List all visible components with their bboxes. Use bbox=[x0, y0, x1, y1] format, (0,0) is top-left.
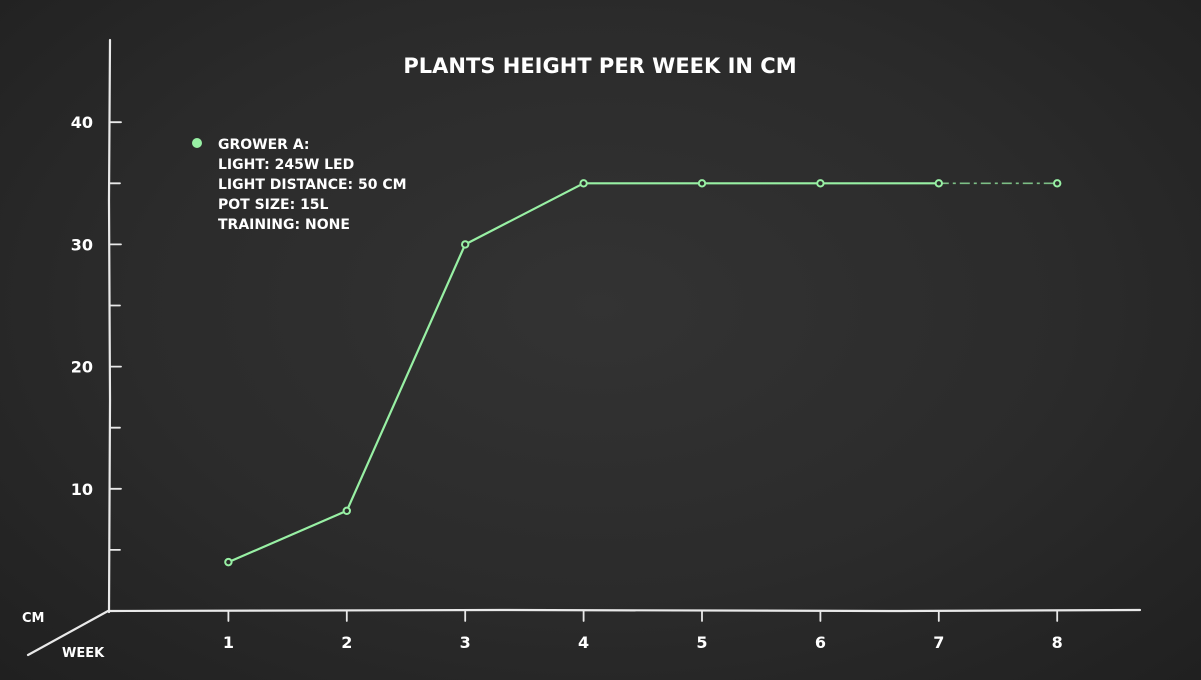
legend-marker bbox=[192, 138, 202, 148]
y-tick-label: 10 bbox=[71, 480, 93, 499]
x-tick-label: 8 bbox=[1052, 633, 1063, 652]
x-tick-label: 4 bbox=[578, 633, 589, 652]
legend: GROWER A: LIGHT: 245W LED LIGHT DISTANCE… bbox=[192, 137, 407, 233]
x-tick-label: 1 bbox=[223, 633, 234, 652]
legend-light: LIGHT: 245W LED bbox=[218, 157, 354, 173]
axis-ticks: 10 20 30 40 1 2 3 4 5 6 7 8 bbox=[71, 113, 1063, 652]
x-tick-label: 5 bbox=[696, 633, 707, 652]
series-line bbox=[227, 182, 939, 564]
x-tick-label: 3 bbox=[460, 633, 471, 652]
y-axis bbox=[107, 38, 112, 614]
data-point bbox=[224, 557, 233, 567]
data-point bbox=[579, 179, 588, 188]
depth-axis bbox=[26, 609, 110, 657]
series-group bbox=[224, 179, 1062, 567]
data-point bbox=[1053, 179, 1062, 188]
legend-training: TRAINING: NONE bbox=[218, 217, 350, 233]
data-point bbox=[342, 506, 351, 515]
chart-title: PLANTS HEIGHT PER WEEK IN CM bbox=[403, 54, 796, 78]
legend-pot-size: POT SIZE: 15L bbox=[218, 197, 329, 213]
x-tick-label: 7 bbox=[933, 633, 944, 652]
legend-series-name: GROWER A: bbox=[218, 137, 310, 153]
x-tick-label: 2 bbox=[341, 633, 352, 652]
y-tick-label: 20 bbox=[71, 358, 93, 377]
y-tick-label: 40 bbox=[71, 113, 93, 132]
y-axis-label: CM bbox=[22, 611, 44, 626]
x-tick-label: 6 bbox=[815, 633, 826, 652]
legend-light-distance: LIGHT DISTANCE: 50 CM bbox=[218, 177, 407, 193]
data-point bbox=[816, 179, 825, 188]
x-axis bbox=[107, 608, 1142, 613]
y-tick-label: 30 bbox=[71, 235, 93, 254]
data-point bbox=[697, 179, 707, 188]
data-point bbox=[934, 179, 943, 188]
data-point bbox=[461, 240, 470, 249]
x-axis-label: WEEK bbox=[62, 646, 105, 661]
